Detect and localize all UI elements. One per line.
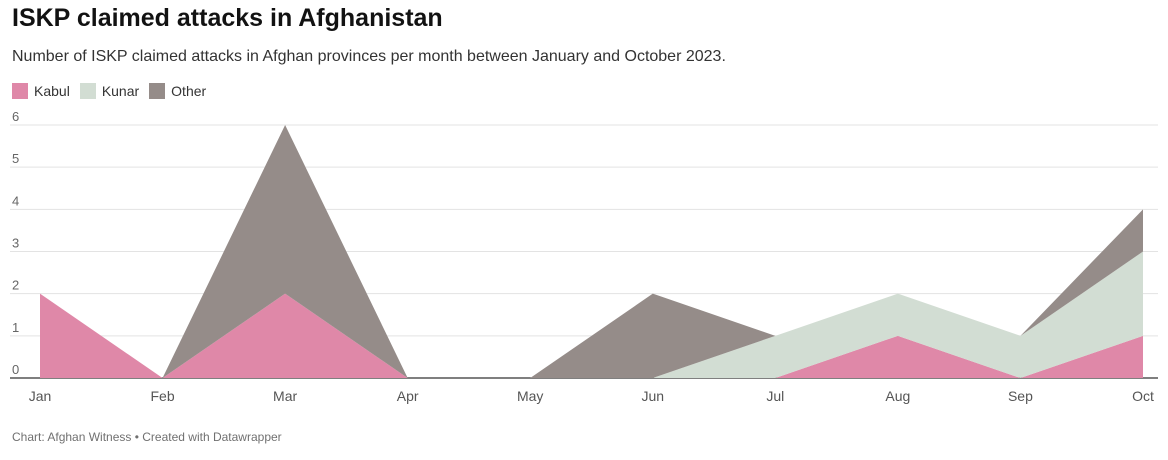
x-tick-label: Jun (641, 388, 664, 404)
chart-credit: Chart: Afghan Witness • Created with Dat… (12, 430, 282, 444)
x-tick-label: Feb (150, 388, 174, 404)
legend-label-kunar: Kunar (101, 83, 140, 99)
x-axis-ticks: Jan Feb Mar Apr May Jun Jul Aug Sep Oct (29, 388, 1154, 404)
legend-swatch-kabul (12, 83, 28, 99)
y-tick-label: 4 (12, 193, 19, 208)
area-chart: 0 1 2 3 4 5 6 Jan Feb Mar Apr May Jun Jul Aug Sep Oct (10, 110, 1158, 404)
area-series-kunar (40, 251, 1143, 378)
legend-item-kunar: Kunar (79, 83, 140, 99)
x-tick-label: Apr (397, 388, 419, 404)
legend-label-kabul: Kabul (34, 83, 70, 99)
chart-subtitle: Number of ISKP claimed attacks in Afghan… (12, 48, 726, 65)
y-axis-ticks: 0 1 2 3 4 5 6 (12, 110, 19, 377)
legend-label-other: Other (171, 83, 207, 99)
area-series-kabul (40, 293, 1143, 378)
chart-legend: Kabul Kunar Other (12, 83, 216, 99)
legend-item-other: Other (149, 83, 206, 99)
x-tick-label: Sep (1008, 388, 1033, 404)
y-tick-label: 0 (12, 362, 19, 377)
y-tick-label: 1 (12, 320, 19, 335)
x-tick-label: Mar (273, 388, 297, 404)
x-tick-label: Jan (29, 388, 52, 404)
y-tick-label: 2 (12, 278, 19, 293)
chart-title: ISKP claimed attacks in Afghanistan (12, 4, 443, 32)
y-tick-label: 3 (12, 236, 19, 251)
x-tick-label: Jul (766, 388, 784, 404)
legend-swatch-other (149, 83, 166, 99)
legend-item-kabul: Kabul (12, 83, 70, 99)
y-tick-label: 5 (12, 151, 19, 166)
x-tick-label: Aug (885, 388, 910, 404)
x-tick-label: May (517, 388, 543, 404)
legend-swatch-kunar (79, 83, 96, 99)
chart-areas (40, 125, 1143, 378)
y-tick-label: 6 (12, 110, 19, 124)
area-series-other (40, 125, 1143, 378)
x-tick-label: Oct (1132, 388, 1154, 404)
